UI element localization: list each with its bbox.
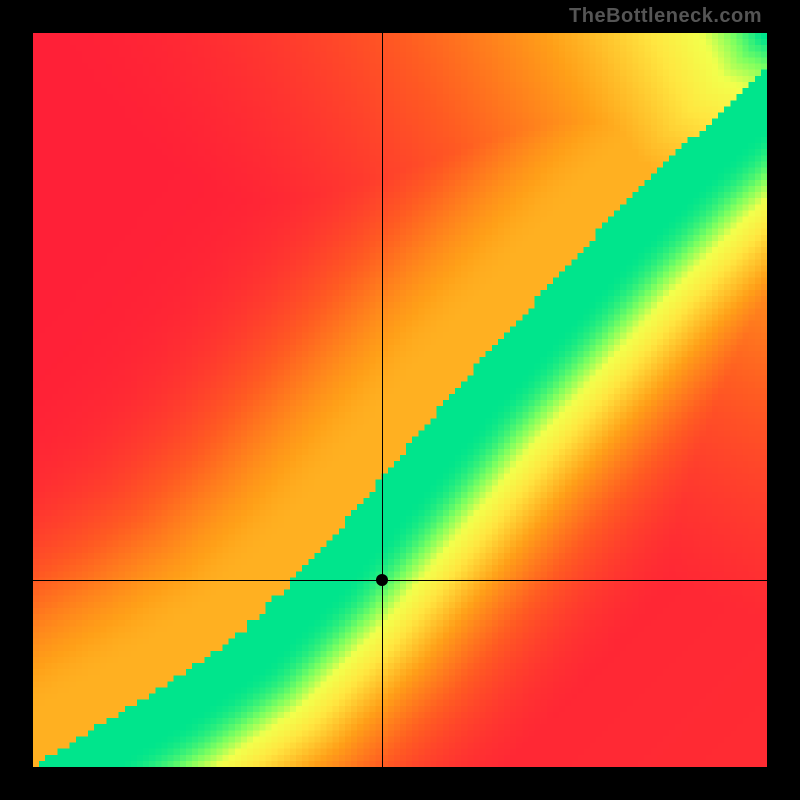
heatmap-canvas	[33, 33, 767, 767]
header: TheBottleneck.com	[0, 0, 800, 33]
watermark-text: TheBottleneck.com	[569, 5, 762, 28]
plot-container	[0, 33, 800, 800]
heatmap-plot	[33, 33, 767, 767]
